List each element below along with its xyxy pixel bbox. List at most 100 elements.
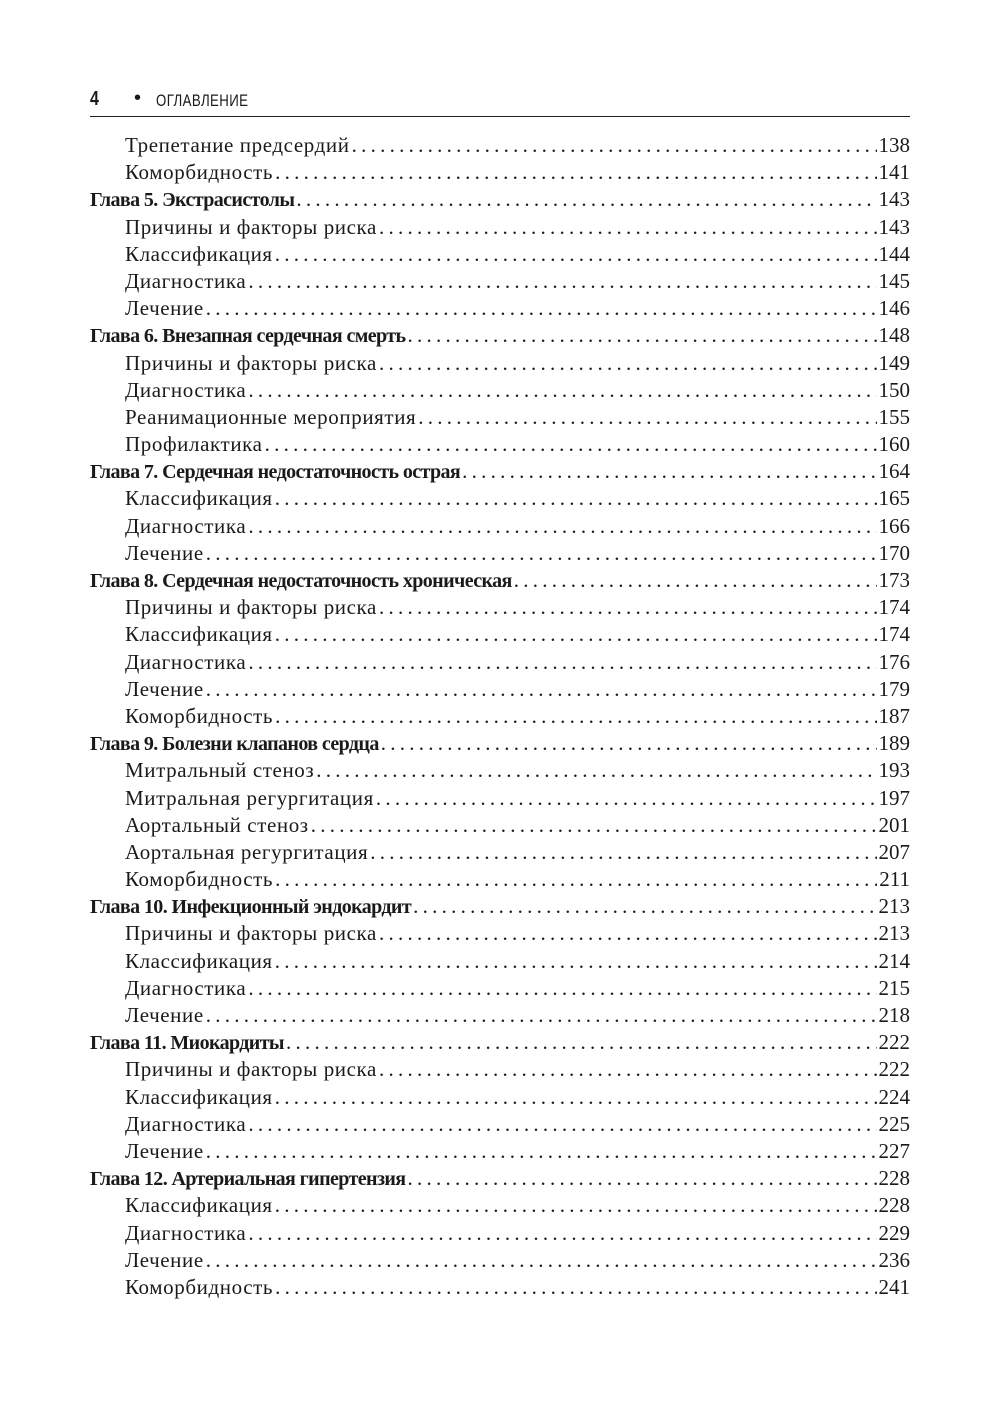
entry-page-number: 236 xyxy=(878,1247,911,1272)
entry-page-number: 166 xyxy=(878,513,911,538)
toc-chapter-entry[interactable]: Глава 5. Экстрасистолы 143 xyxy=(90,187,910,214)
toc-chapter-entry[interactable]: Глава 7. Сердечная недостаточность остра… xyxy=(90,459,910,486)
entry-title: Диагностика xyxy=(125,649,247,674)
running-title: ОГЛАВЛЕНИЕ xyxy=(156,91,249,110)
toc-chapter-entry[interactable]: Глава 8. Сердечная недостаточность хрони… xyxy=(90,568,910,595)
toc-section-entry[interactable]: Митральный стеноз 193 xyxy=(90,758,910,785)
entry-title: Лечение xyxy=(125,676,204,701)
entry-title: Причины и факторы риска xyxy=(125,921,377,946)
dot-leader xyxy=(275,1193,877,1218)
entry-page-number: 141 xyxy=(878,160,911,185)
entry-title: Лечение xyxy=(125,1138,204,1163)
dot-leader xyxy=(352,133,877,158)
toc-section-entry[interactable]: Классификация 174 xyxy=(90,622,910,649)
dot-leader xyxy=(248,650,876,675)
toc-section-entry[interactable]: Классификация 224 xyxy=(90,1085,910,1112)
entry-title: Классификация xyxy=(125,1193,273,1218)
toc-section-entry[interactable]: Причины и факторы риска 222 xyxy=(90,1057,910,1084)
entry-title: Профилактика xyxy=(125,432,263,457)
entry-title: Диагностика xyxy=(125,1220,247,1245)
entry-page-number: 228 xyxy=(878,1193,911,1218)
dot-leader xyxy=(418,405,876,430)
dot-leader xyxy=(381,731,877,756)
entry-page-number: 174 xyxy=(878,622,911,647)
entry-title: Глава 6. Внезапная сердечная смерть xyxy=(90,325,406,348)
toc-section-entry[interactable]: Лечение 146 xyxy=(90,296,910,323)
toc-section-entry[interactable]: Коморбидность 211 xyxy=(90,867,910,894)
entry-page-number: 227 xyxy=(878,1138,911,1163)
entry-title: Коморбидность xyxy=(125,160,274,185)
dot-leader xyxy=(248,378,876,403)
entry-title: Классификация xyxy=(125,622,273,647)
toc-section-entry[interactable]: Лечение 218 xyxy=(90,1003,910,1030)
toc-section-entry[interactable]: Классификация 214 xyxy=(90,949,910,976)
toc-section-entry[interactable]: Трепетание предсердий 138 xyxy=(90,133,910,160)
toc-chapter-entry[interactable]: Глава 10. Инфекционный эндокардит 213 xyxy=(90,894,910,921)
entry-page-number: 224 xyxy=(878,1084,911,1109)
toc-section-entry[interactable]: Диагностика 225 xyxy=(90,1112,910,1139)
dot-leader xyxy=(248,1221,876,1246)
toc-chapter-entry[interactable]: Глава 12. Артериальная гипертензия 228 xyxy=(90,1166,910,1193)
toc-section-entry[interactable]: Причины и факторы риска 143 xyxy=(90,215,910,242)
toc-chapter-entry[interactable]: Глава 6. Внезапная сердечная смерть 148 xyxy=(90,323,910,350)
dot-leader xyxy=(206,1003,877,1028)
entry-page-number: 228 xyxy=(878,1166,911,1191)
toc-section-entry[interactable]: Диагностика 166 xyxy=(90,514,910,541)
toc-section-entry[interactable]: Реанимационные мероприятия 155 xyxy=(90,405,910,432)
toc-section-entry[interactable]: Лечение 236 xyxy=(90,1248,910,1275)
toc-section-entry[interactable]: Классификация 228 xyxy=(90,1193,910,1220)
toc-section-entry[interactable]: Лечение 179 xyxy=(90,677,910,704)
dot-leader xyxy=(275,486,877,511)
toc-section-entry[interactable]: Коморбидность 187 xyxy=(90,704,910,731)
toc-section-entry[interactable]: Причины и факторы риска 149 xyxy=(90,351,910,378)
entry-page-number: 189 xyxy=(878,731,911,756)
running-header: 4 • ОГЛАВЛЕНИЕ xyxy=(90,87,910,117)
toc-section-entry[interactable]: Классификация 165 xyxy=(90,486,910,513)
toc-section-entry[interactable]: Лечение 227 xyxy=(90,1139,910,1166)
entry-page-number: 222 xyxy=(878,1057,911,1082)
entry-title: Митральный стеноз xyxy=(125,758,315,783)
toc-section-entry[interactable]: Лечение 170 xyxy=(90,541,910,568)
entry-page-number: 213 xyxy=(878,921,911,946)
entry-title: Причины и факторы риска xyxy=(125,214,377,239)
toc-section-entry[interactable]: Коморбидность 141 xyxy=(90,160,910,187)
entry-page-number: 146 xyxy=(878,296,911,321)
toc-section-entry[interactable]: Причины и факторы риска 174 xyxy=(90,595,910,622)
toc-section-entry[interactable]: Диагностика 215 xyxy=(90,976,910,1003)
toc-section-entry[interactable]: Диагностика 176 xyxy=(90,650,910,677)
page-number: 4 xyxy=(90,88,99,110)
toc-section-entry[interactable]: Диагностика 229 xyxy=(90,1221,910,1248)
entry-title: Коморбидность xyxy=(125,867,274,892)
toc-section-entry[interactable]: Причины и факторы риска 213 xyxy=(90,921,910,948)
toc-section-entry[interactable]: Диагностика 150 xyxy=(90,378,910,405)
entry-page-number: 148 xyxy=(878,323,911,348)
entry-page-number: 138 xyxy=(878,133,911,157)
toc-section-entry[interactable]: Аортальная регургитация 207 xyxy=(90,840,910,867)
toc-chapter-entry[interactable]: Глава 11. Миокардиты 222 xyxy=(90,1030,910,1057)
toc-section-entry[interactable]: Классификация 144 xyxy=(90,242,910,269)
dot-leader xyxy=(275,867,877,892)
entry-title: Реанимационные мероприятия xyxy=(125,404,417,429)
entry-title: Глава 10. Инфекционный эндокардит xyxy=(90,896,412,919)
dot-leader xyxy=(316,758,876,783)
dot-leader xyxy=(206,677,877,702)
entry-title: Митральная регургитация xyxy=(125,785,374,810)
dot-leader xyxy=(286,1030,877,1055)
entry-title: Классификация xyxy=(125,1084,273,1109)
dot-leader xyxy=(275,1085,877,1110)
dot-leader xyxy=(379,351,877,376)
toc-section-entry[interactable]: Митральная регургитация 197 xyxy=(90,786,910,813)
toc-section-entry[interactable]: Диагностика 145 xyxy=(90,269,910,296)
dot-leader xyxy=(206,296,877,321)
dot-leader xyxy=(275,1275,876,1300)
toc-section-entry[interactable]: Аортальный стеноз 201 xyxy=(90,813,910,840)
entry-page-number: 187 xyxy=(878,703,911,728)
dot-leader xyxy=(311,813,877,838)
dot-leader xyxy=(379,215,877,240)
toc-chapter-entry[interactable]: Глава 9. Болезни клапанов сердца 189 xyxy=(90,731,910,758)
entry-page-number: 197 xyxy=(878,785,911,810)
toc-section-entry[interactable]: Профилактика 160 xyxy=(90,432,910,459)
entry-title: Лечение xyxy=(125,540,204,565)
toc-section-entry[interactable]: Коморбидность 241 xyxy=(90,1275,910,1302)
table-of-contents: Трепетание предсердий 138 Коморбидность 141… xyxy=(90,133,910,1302)
